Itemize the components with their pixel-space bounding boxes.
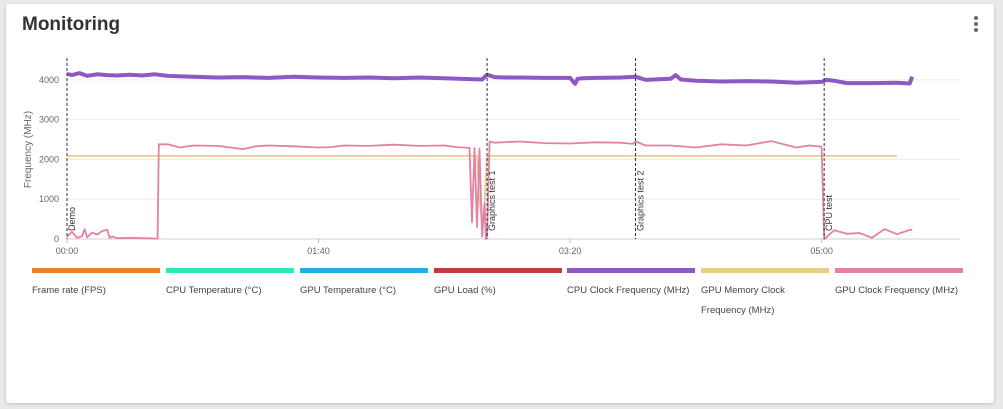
y-axis-label: Frequency (MHz) [23,111,34,188]
legend-swatch [835,268,963,273]
legend-swatch [567,268,695,273]
test-marker-label: Graphics test 2 [636,170,646,231]
series-line-4 [66,71,915,86]
x-tick-label: 00:00 [56,246,79,256]
legend-swatch [32,268,160,273]
legend-swatch [166,268,294,273]
panel-title: Monitoring [22,14,121,35]
series-line-6 [66,140,913,240]
more-options-icon[interactable] [972,16,980,34]
legend-label: GPU Temperature (°C) [300,285,397,296]
legend-item[interactable]: CPU Clock Frequency (MHz) [567,268,695,328]
y-tick-label: 3000 [39,115,59,125]
y-tick-label: 0 [54,234,59,244]
legend-item[interactable]: GPU Memory Clock Frequency (MHz) [701,268,829,328]
legend-swatch [701,268,829,273]
test-marker-label: Demo [67,207,77,231]
y-tick-label: 1000 [39,194,59,204]
chart-legend: Frame rate (FPS) CPU Temperature (°C) GPU … [0,268,1003,328]
legend-label: CPU Clock Frequency (MHz) [567,285,690,296]
x-tick-label: 01:40 [307,246,330,256]
x-tick-label: 03:20 [559,246,582,256]
legend-item[interactable]: GPU Temperature (°C) [300,268,428,328]
y-tick-label: 4000 [39,75,59,85]
legend-item[interactable]: GPU Clock Frequency (MHz) [835,268,963,328]
legend-item[interactable]: Frame rate (FPS) [32,268,160,328]
legend-label: GPU Clock Frequency (MHz) [835,285,958,296]
legend-swatch [434,268,562,273]
legend-label: Frame rate (FPS) [32,285,106,296]
test-marker-label: CPU test [824,194,834,231]
legend-item[interactable]: CPU Temperature (°C) [166,268,294,328]
x-tick-label: 05:00 [810,246,833,256]
y-tick-label: 2000 [39,154,59,164]
legend-swatch [300,268,428,273]
legend-label: CPU Temperature (°C) [166,285,262,296]
legend-label: GPU Memory Clock Frequency (MHz) [701,285,785,316]
monitoring-panel: Monitoring [6,4,994,403]
legend-label: GPU Load (%) [434,285,496,296]
test-marker-label: Graphics test 1 [487,170,497,231]
legend-item[interactable]: GPU Load (%) [434,268,562,328]
